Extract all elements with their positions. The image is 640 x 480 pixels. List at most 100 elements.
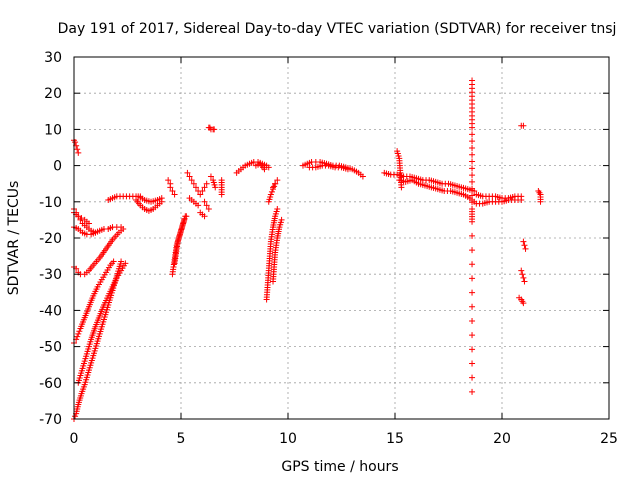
y-tick-label: 30 [44, 50, 62, 66]
data-point [203, 202, 210, 209]
data-point [272, 180, 279, 187]
data-point [469, 178, 476, 185]
data-point [469, 247, 476, 254]
data-point [469, 138, 476, 145]
data-point [211, 126, 218, 133]
data-point [270, 184, 277, 191]
data-point [537, 198, 544, 205]
data-point [469, 151, 476, 158]
data-point [186, 173, 193, 180]
data-points [71, 77, 544, 422]
data-point [192, 184, 199, 191]
data-point [469, 346, 476, 353]
data-point [169, 187, 176, 194]
data-point [469, 317, 476, 324]
data-point [469, 275, 476, 282]
data-point [181, 216, 188, 223]
data-point [469, 332, 476, 339]
data-point [520, 122, 527, 129]
data-point [520, 238, 527, 245]
data-point [518, 196, 525, 203]
data-point [201, 198, 208, 205]
data-point [165, 177, 172, 184]
y-tick-label: -20 [39, 231, 62, 247]
data-point [218, 191, 225, 198]
data-point [518, 267, 525, 274]
data-point [76, 328, 83, 335]
data-point [261, 166, 268, 173]
x-axis-label: GPS time / hours [281, 459, 398, 475]
x-tick-label: 25 [600, 431, 618, 447]
data-point [521, 278, 528, 285]
data-point [469, 124, 476, 131]
data-point [72, 139, 79, 146]
data-point [469, 218, 476, 225]
data-point [519, 271, 526, 278]
data-point [469, 165, 476, 172]
data-point [469, 232, 476, 239]
data-point [469, 158, 476, 165]
data-point [195, 202, 202, 209]
y-tick-label: -70 [39, 412, 62, 428]
data-point [469, 185, 476, 192]
data-point [398, 184, 405, 191]
data-point [203, 180, 210, 187]
data-point [74, 333, 81, 340]
data-point [197, 191, 204, 198]
data-point [110, 258, 117, 265]
data-point [158, 195, 165, 202]
data-point [469, 172, 476, 179]
data-point [520, 300, 527, 307]
y-tick-label: 0 [53, 159, 62, 175]
data-point [199, 187, 206, 194]
data-point [344, 166, 351, 173]
data-point [469, 289, 476, 296]
y-axis-label: SDTVAR / TECUs [6, 181, 22, 296]
data-point [190, 180, 197, 187]
data-point [520, 274, 527, 281]
data-point [188, 177, 195, 184]
data-point [75, 330, 82, 337]
data-point [274, 177, 281, 184]
data-point [75, 149, 82, 156]
data-point [201, 184, 208, 191]
x-tick-label: 15 [386, 431, 404, 447]
data-point [469, 303, 476, 310]
data-point [469, 131, 476, 138]
data-point [469, 199, 476, 206]
data-point [522, 245, 529, 252]
y-tick-label: -30 [39, 267, 62, 283]
chart-title: Day 191 of 2017, Sidereal Day-to-day VTE… [58, 21, 617, 37]
grid-lines [74, 57, 609, 419]
data-point [359, 173, 366, 180]
data-point [72, 413, 79, 420]
data-point [183, 213, 190, 220]
axis-ticks: -70 -60 -50 -40 -30 -20 -10 0 10 20 30 0 5 10 15 20 25 [39, 50, 618, 447]
data-point [85, 220, 92, 227]
y-tick-label: -10 [39, 195, 62, 211]
data-point [201, 213, 208, 220]
data-point [120, 225, 127, 232]
data-point [78, 215, 85, 222]
y-tick-label: -60 [39, 376, 62, 392]
x-tick-label: 10 [279, 431, 297, 447]
y-tick-label: -50 [39, 340, 62, 356]
data-point [469, 192, 476, 199]
data-point [205, 206, 212, 213]
data-point [469, 261, 476, 268]
data-point [167, 184, 174, 191]
data-point [184, 169, 191, 176]
data-point [278, 216, 285, 223]
data-point [469, 360, 476, 367]
y-tick-label: 20 [44, 86, 62, 102]
data-point [268, 188, 275, 195]
x-tick-label: 0 [70, 431, 79, 447]
data-point [267, 191, 274, 198]
data-point [75, 213, 82, 220]
data-point [118, 258, 125, 265]
data-point [212, 184, 219, 191]
data-point [265, 164, 272, 171]
y-tick-label: 10 [44, 122, 62, 138]
x-tick-label: 5 [177, 431, 186, 447]
